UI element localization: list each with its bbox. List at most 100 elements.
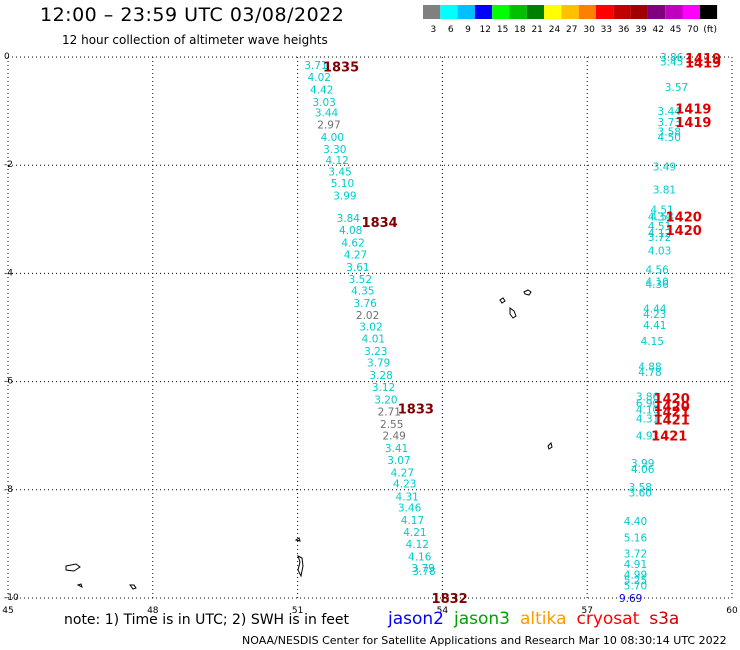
coastline bbox=[294, 537, 301, 542]
coastline bbox=[547, 442, 553, 450]
wave-height-value: 3.86 bbox=[636, 392, 660, 404]
wave-height-value: 3.86 bbox=[660, 52, 684, 64]
colorbar-label: 24 bbox=[549, 25, 561, 35]
y-tick-label: 0 bbox=[4, 52, 10, 62]
wave-height-value: 4.06 bbox=[631, 464, 655, 476]
y-tick-label: -10 bbox=[4, 593, 19, 603]
wave-height-value: 4.16 bbox=[408, 551, 432, 563]
x-tick-label: 54 bbox=[437, 606, 449, 616]
wave-height-value: 4.12 bbox=[325, 155, 348, 167]
legend-item-cryosat: cryosat bbox=[576, 609, 640, 629]
wave-height-value: 5.25 bbox=[624, 575, 647, 587]
wave-height-value: 3.76 bbox=[353, 298, 377, 310]
pass-time-label: 1421 bbox=[654, 405, 690, 420]
x-tick-label: 45 bbox=[2, 606, 13, 616]
wave-height-value: 6.90 bbox=[636, 398, 659, 410]
colorbar-label: 15 bbox=[497, 25, 508, 35]
wave-height-value: 4.91 bbox=[624, 559, 647, 571]
pass-time-label: 1834 bbox=[362, 216, 398, 231]
wave-height-value: 4.27 bbox=[344, 249, 367, 261]
wave-height-value: 4.35 bbox=[351, 286, 374, 298]
coastline bbox=[523, 289, 532, 296]
wave-height-value: 3.84 bbox=[337, 213, 361, 225]
wave-height-value: 2.49 bbox=[382, 431, 405, 443]
wave-height-value: 3.20 bbox=[374, 394, 397, 406]
colorbar-swatch bbox=[492, 5, 510, 19]
coastline bbox=[129, 584, 137, 590]
wave-height-value: 3.52 bbox=[349, 274, 372, 286]
wave-height-value: 4.23 bbox=[393, 478, 416, 490]
colorbar-label: 12 bbox=[480, 25, 491, 35]
wave-height-value: 2.97 bbox=[317, 120, 340, 132]
wave-height-value: 3.71 bbox=[304, 60, 327, 72]
coastline bbox=[499, 297, 506, 304]
colorbar: 3 6 9 12 15 18 21 24 27 30 33 36 39 42 45 70 (ft) bbox=[423, 5, 718, 35]
colorbar-swatch bbox=[509, 5, 527, 19]
wave-height-value: 3.99 bbox=[631, 458, 654, 470]
wave-height-value: 4.08 bbox=[339, 225, 362, 237]
wave-height-value: 3.79 bbox=[411, 563, 434, 575]
wave-height-value: 4.15 bbox=[641, 336, 664, 348]
wave-height-value: 4.31 bbox=[395, 491, 418, 503]
wave-height-value: 4.31 bbox=[636, 413, 659, 425]
pass-time-label: 1420 bbox=[654, 400, 690, 415]
wave-height-value: 4.03 bbox=[648, 246, 671, 258]
wave-height-value: 3.46 bbox=[398, 503, 422, 515]
wave-height-value: 4.17 bbox=[401, 515, 424, 527]
pass-time-label: 1421 bbox=[654, 413, 690, 428]
pass-time-label: 1419 bbox=[685, 56, 721, 71]
pass-time-label: 1419 bbox=[675, 116, 711, 131]
colorbar-swatch bbox=[699, 5, 718, 19]
wave-height-value: 4.40 bbox=[624, 516, 647, 528]
coastline bbox=[65, 563, 81, 572]
legend-item-s3a: s3a bbox=[649, 609, 680, 629]
colorbar-label: 39 bbox=[635, 25, 647, 35]
wave-height-value: 4.10 bbox=[636, 405, 659, 417]
wave-height-value: 4.12 bbox=[406, 539, 429, 551]
coastline bbox=[297, 555, 304, 578]
colorbar-swatch bbox=[682, 5, 700, 19]
wave-height-value: 3.81 bbox=[653, 185, 676, 197]
pass-time-label: 1419 bbox=[685, 52, 721, 67]
colorbar-swatch bbox=[440, 5, 458, 19]
wave-height-value: 4.36 bbox=[645, 279, 669, 291]
wave-height-value: 3.49 bbox=[653, 161, 676, 173]
map-title: 12:00 – 23:59 UTC 03/08/2022 bbox=[40, 4, 345, 26]
wave-height-value: 3.07 bbox=[387, 455, 410, 467]
wave-height-value: 4.99 bbox=[624, 570, 647, 582]
y-tick-label: -8 bbox=[4, 485, 13, 495]
pass-time-label: 1419 bbox=[675, 102, 711, 117]
wave-height-value: 4.88 bbox=[638, 361, 661, 373]
wave-height-value: 4.51 bbox=[650, 205, 673, 217]
wave-height-value: 3.23 bbox=[364, 346, 387, 358]
wave-height-value: 3.41 bbox=[385, 443, 408, 455]
colorbar-label: (ft) bbox=[703, 25, 717, 35]
wave-height-value: 3.58 bbox=[658, 127, 681, 139]
wave-height-value: 3.45 bbox=[660, 56, 683, 68]
pass-time-label: 1835 bbox=[323, 61, 359, 76]
wave-height-value: 4.53 bbox=[650, 212, 673, 224]
wave-height-value: 3.72 bbox=[624, 549, 647, 561]
colorbar-swatch bbox=[526, 5, 545, 19]
colorbar-label: 3 bbox=[431, 25, 437, 35]
wave-height-value: 3.45 bbox=[328, 167, 351, 179]
pass-time-label: 1832 bbox=[432, 592, 468, 607]
colorbar-label: 45 bbox=[670, 25, 681, 35]
colorbar-swatch bbox=[578, 5, 596, 19]
wave-height-value: 4.42 bbox=[310, 84, 333, 96]
y-tick-label: -6 bbox=[4, 377, 13, 387]
colorbar-swatch bbox=[665, 5, 683, 19]
colorbar-label: 33 bbox=[601, 25, 612, 35]
wave-height-value: 3.28 bbox=[369, 370, 392, 382]
colorbar-label: 9 bbox=[465, 25, 471, 35]
wave-height-value: 5.10 bbox=[331, 178, 354, 190]
wave-height-value: 4.41 bbox=[643, 320, 666, 332]
footer-note: note: 1) Time is in UTC; 2) SWH is in fe… bbox=[64, 612, 350, 628]
wave-height-value: 4.50 bbox=[658, 132, 681, 144]
legend-item-jason3: jason3 bbox=[454, 609, 510, 629]
wave-height-value: 5.70 bbox=[624, 581, 647, 593]
wave-height-value: 3.79 bbox=[367, 358, 390, 370]
wave-height-value: 3.30 bbox=[323, 144, 346, 156]
wave-height-value: 3.44 bbox=[315, 108, 339, 120]
wave-height-value: 3.03 bbox=[312, 97, 335, 109]
